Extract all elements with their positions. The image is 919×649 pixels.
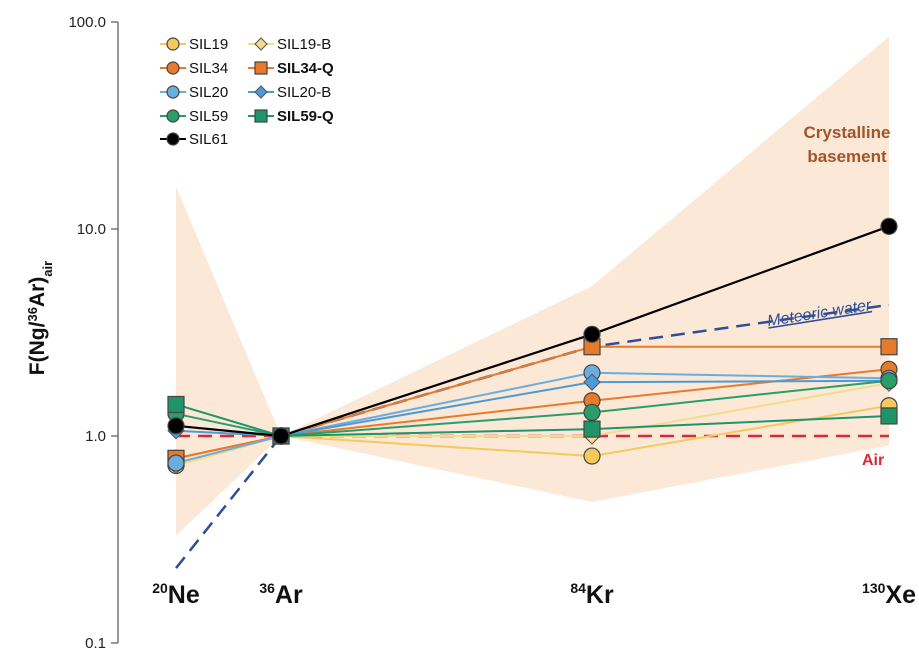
data-point-sil59 (880, 372, 898, 390)
legend: SIL19 SIL19-B SIL34 SIL34-Q SIL20 SIL20-B SIL5… (160, 36, 334, 148)
category-label-ne: 20Ne (152, 580, 200, 609)
y-tick-label: 10.0 (77, 221, 106, 238)
legend-marker (166, 61, 180, 75)
data-point-sil61 (167, 417, 185, 435)
series-sil20-b (175, 379, 890, 438)
legend-item-sil20-b: SIL20-B (248, 84, 331, 101)
data-point-sil19 (583, 447, 601, 465)
y-axis: 100.0 10.0 1.0 0.1 F(Ng/36Ar)air 20Ne 36Ar 84Kr… (25, 14, 917, 649)
legend-item-sil20: SIL20 (160, 84, 228, 101)
legend-marker (166, 132, 180, 146)
y-tick-label: 0.1 (85, 635, 106, 649)
data-point-sil20-b (583, 373, 601, 391)
category-label-ar: 36Ar (259, 580, 303, 609)
category-label-kr: 84Kr (570, 580, 614, 609)
data-point-sil34-q (880, 338, 898, 356)
legend-label: SIL59 (189, 108, 228, 125)
series-line-sil59-q (175, 403, 890, 438)
series-sil34-q (175, 345, 889, 460)
legend-label: SIL20-B (277, 84, 331, 101)
legend-label: SIL19-B (277, 36, 331, 53)
legend-item-sil34: SIL34 (160, 60, 228, 77)
series-line-sil61 (175, 225, 890, 438)
series-sil59-q (175, 403, 890, 438)
data-point-sil20 (167, 454, 185, 472)
legend-label: SIL20 (189, 84, 228, 101)
crystalline-basement-label: Crystalline (804, 123, 891, 142)
data-point-sil59-q (167, 395, 185, 414)
legend-item-sil59-q: SIL59-Q (248, 108, 334, 125)
legend-marker (166, 85, 180, 99)
legend-label: SIL61 (189, 131, 228, 148)
data-point-sil61 (880, 217, 898, 235)
series-markers-sil61 (167, 217, 898, 445)
data-point-sil61 (272, 427, 290, 445)
category-label-xe: 130Xe (862, 580, 916, 609)
legend-item-sil19-b: SIL19-B (248, 36, 331, 53)
series-sil19-b (175, 382, 890, 467)
legend-marker (166, 109, 180, 123)
series-line-sil20-b (175, 379, 890, 438)
data-point-sil59-q (880, 407, 898, 425)
legend-item-sil61: SIL61 (160, 131, 228, 148)
legend-marker (254, 61, 268, 75)
data-point-sil61 (583, 325, 601, 343)
data-series (167, 217, 898, 475)
air-label: Air (862, 452, 884, 469)
y-axis-title: F(Ng/36Ar)air (25, 261, 55, 375)
legend-marker (254, 109, 268, 123)
series-sil20 (175, 371, 890, 465)
legend-label: SIL34 (189, 60, 228, 77)
y-tick-label: 100.0 (68, 14, 106, 31)
series-sil61 (175, 225, 890, 438)
series-line-sil59 (175, 379, 890, 438)
legend-label: SIL34-Q (277, 60, 334, 77)
legend-marker (254, 37, 268, 51)
legend-item-sil59: SIL59 (160, 108, 228, 125)
y-tick-label: 1.0 (85, 428, 106, 445)
series-sil59 (175, 379, 890, 438)
legend-label: SIL19 (189, 36, 228, 53)
legend-label: SIL59-Q (277, 108, 334, 125)
legend-marker (254, 85, 268, 99)
legend-item-sil34-q: SIL34-Q (248, 60, 334, 77)
series-line-sil20 (175, 371, 890, 465)
series-line-sil19-b (175, 382, 890, 467)
crystalline-basement-label: basement (807, 147, 887, 166)
legend-item-sil19: SIL19 (160, 36, 228, 53)
series-line-sil34-q (175, 345, 889, 460)
data-point-sil59 (583, 403, 601, 422)
data-point-sil59-q (583, 420, 601, 438)
legend-marker (166, 37, 180, 51)
